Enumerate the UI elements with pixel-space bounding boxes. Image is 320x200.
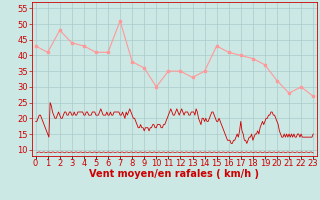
X-axis label: Vent moyen/en rafales ( km/h ): Vent moyen/en rafales ( km/h ) [89, 169, 260, 179]
